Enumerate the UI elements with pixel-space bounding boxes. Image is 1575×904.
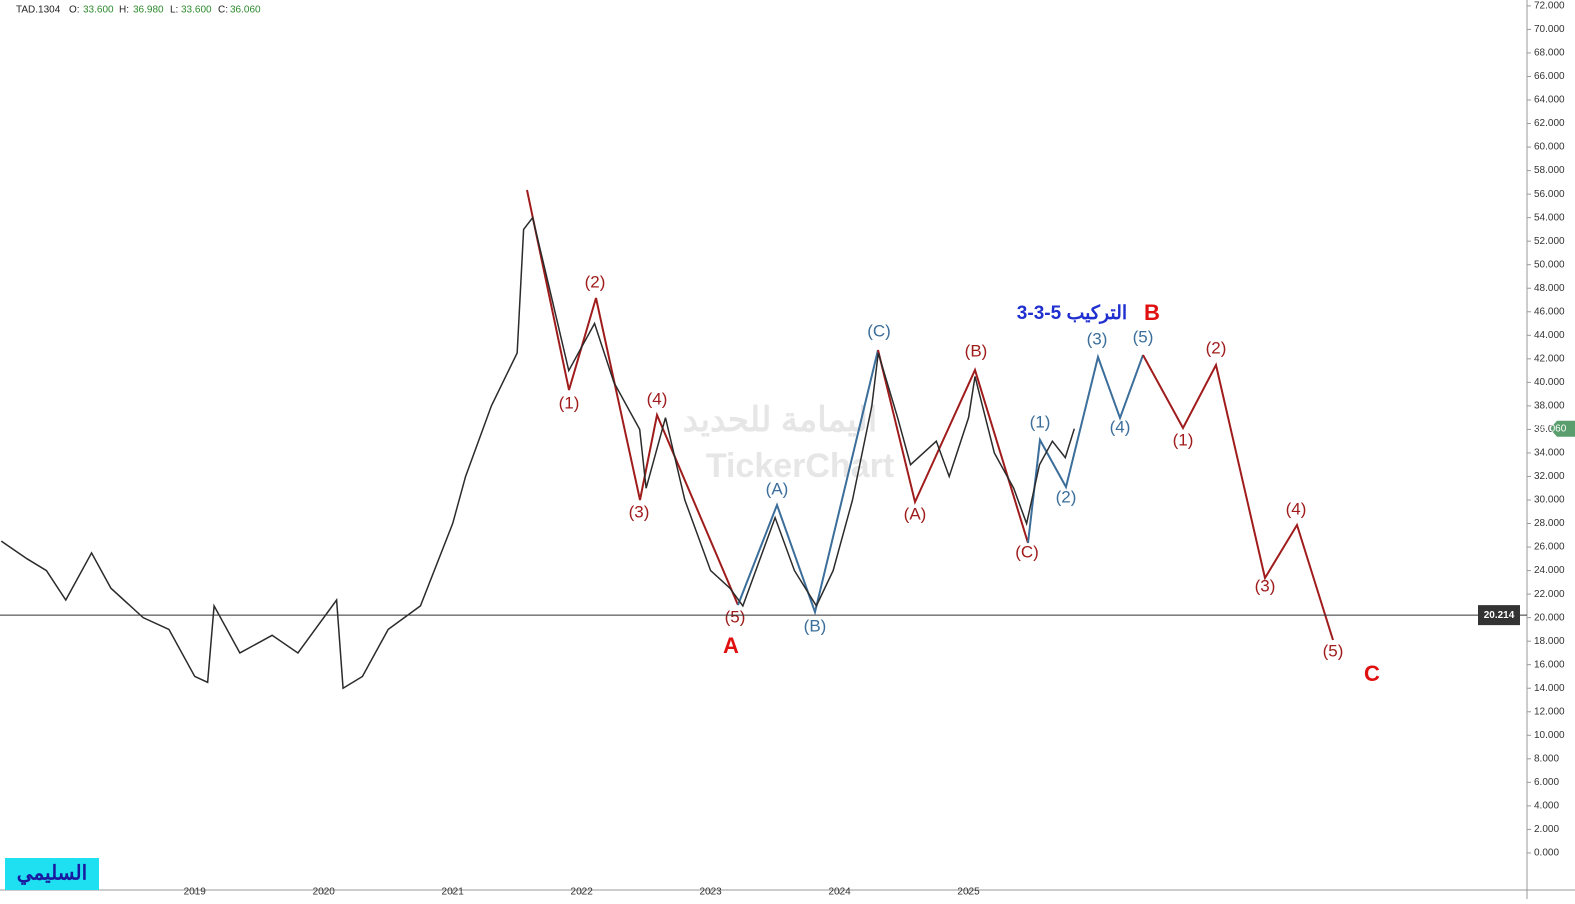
x-tick-label: 2020	[313, 887, 336, 898]
ohlc-value: 36.060	[230, 5, 261, 16]
ohlc-value: 36.980	[133, 5, 164, 16]
logo-box	[5, 858, 99, 890]
wave-line	[526, 189, 739, 606]
y-tick-label: 50.000	[1534, 259, 1565, 270]
ohlc-value: 33.600	[181, 5, 212, 16]
y-tick-label: 6.000	[1534, 777, 1559, 788]
wave-label: C	[1364, 661, 1380, 686]
y-tick-label: 46.000	[1534, 306, 1565, 317]
y-tick-label: 36.000	[1534, 424, 1565, 435]
x-tick-label: 2024	[828, 887, 851, 898]
y-tick-label: 32.000	[1534, 471, 1565, 482]
price-badge-label: 20.214	[1484, 610, 1515, 621]
y-tick-label: 28.000	[1534, 518, 1565, 529]
x-tick-label: 2019	[184, 887, 207, 898]
wave-label: (5)	[1133, 327, 1154, 346]
y-tick-label: 22.000	[1534, 589, 1565, 600]
y-tick-label: 54.000	[1534, 212, 1565, 223]
x-tick-label: 2022	[571, 887, 594, 898]
y-tick-label: 52.000	[1534, 236, 1565, 247]
price-badge	[1478, 605, 1520, 626]
wave-line	[1027, 353, 1144, 544]
wave-line	[737, 349, 879, 616]
ohlc-value: 33.600	[83, 5, 114, 16]
header: TAD.1304 O: 33.600 H: 36.980 L: 33.600 C…	[16, 5, 261, 16]
y-tick-label: 10.000	[1534, 730, 1565, 741]
y-tick-label: 70.000	[1534, 24, 1565, 35]
y-tick-label: 44.000	[1534, 330, 1565, 341]
wave-label: (2)	[1206, 338, 1227, 357]
watermark: اليمامة للحديد	[683, 401, 878, 439]
wave-label: (C)	[1015, 542, 1039, 561]
y-tick-label: 40.000	[1534, 377, 1565, 388]
ohlc-label: C:	[218, 5, 228, 16]
last-price-label: 36.060	[1536, 423, 1567, 434]
y-tick-label: 58.000	[1534, 165, 1565, 176]
logo: السليمي	[17, 862, 87, 885]
y-tick-label: 2.000	[1534, 824, 1559, 835]
y-tick-label: 4.000	[1534, 801, 1559, 812]
title-letter: B	[1144, 300, 1160, 325]
wave-label: A	[723, 633, 739, 658]
y-tick-label: 14.000	[1534, 683, 1565, 694]
chart-title: التركيب 5-3-3	[1017, 303, 1127, 324]
y-tick-label: 18.000	[1534, 636, 1565, 647]
y-tick-label: 16.000	[1534, 659, 1565, 670]
wave-label: (3)	[1087, 329, 1108, 348]
y-tick-label: 60.000	[1534, 142, 1565, 153]
y-tick-label: 26.000	[1534, 542, 1565, 553]
wave-lines	[526, 189, 1334, 641]
y-tick-label: 8.000	[1534, 753, 1559, 764]
x-tick-label: 2023	[699, 887, 722, 898]
y-tick-label: 0.000	[1534, 848, 1559, 859]
y-tick-label: 24.000	[1534, 565, 1565, 576]
y-tick-label: 68.000	[1534, 48, 1565, 59]
ohlc-label: L:	[170, 5, 178, 16]
y-tick-label: 48.000	[1534, 283, 1565, 294]
symbol: TAD.1304	[16, 5, 61, 16]
y-tick-label: 20.000	[1534, 612, 1565, 623]
wave-label: (2)	[1056, 487, 1077, 506]
y-tick-label: 72.000	[1534, 1, 1565, 12]
price-line	[0, 215, 1076, 690]
wave-label: (4)	[1286, 499, 1307, 518]
wave-label: (1)	[559, 393, 580, 412]
wave-label: (A)	[904, 504, 927, 523]
y-tick-label: 66.000	[1534, 71, 1565, 82]
y-tick-label: 42.000	[1534, 353, 1565, 364]
wave-label: (1)	[1030, 412, 1051, 431]
wave-label: (C)	[867, 321, 891, 340]
ohlc-label: O:	[69, 5, 80, 16]
y-tick-label: 56.000	[1534, 189, 1565, 200]
wave-line	[1142, 354, 1334, 641]
y-tick-label: 12.000	[1534, 706, 1565, 717]
y-tick-label: 34.000	[1534, 448, 1565, 459]
wave-label: (A)	[766, 479, 789, 498]
wave-label: (4)	[647, 389, 668, 408]
last-price-badge	[1550, 420, 1575, 437]
x-tick-label: 2025	[957, 887, 980, 898]
y-tick-label: 64.000	[1534, 95, 1565, 106]
y-tick-label: 38.000	[1534, 401, 1565, 412]
watermark: TickerChart	[706, 447, 894, 485]
wave-label: (5)	[1323, 641, 1344, 660]
wave-label: (5)	[725, 607, 746, 626]
wave-label: (B)	[804, 616, 827, 635]
y-tick-label: 62.000	[1534, 118, 1565, 129]
wave-label: (3)	[1255, 576, 1276, 595]
wave-label: (B)	[965, 341, 988, 360]
wave-label: (4)	[1110, 417, 1131, 436]
wave-label: (2)	[585, 272, 606, 291]
y-tick-label: 30.000	[1534, 495, 1565, 506]
wave-label: (3)	[629, 502, 650, 521]
wave-line	[877, 349, 1029, 544]
ohlc-label: H:	[119, 5, 129, 16]
wave-label: (1)	[1173, 430, 1194, 449]
x-tick-label: 2021	[442, 887, 465, 898]
